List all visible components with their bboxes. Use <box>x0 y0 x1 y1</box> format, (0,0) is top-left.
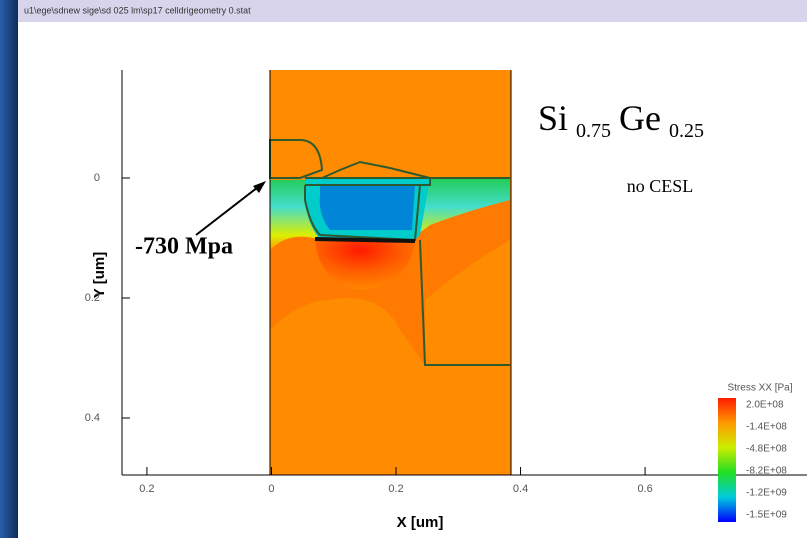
x-axis-label: X [um] <box>397 514 444 531</box>
arrowhead <box>253 181 266 193</box>
contour <box>315 240 415 290</box>
x-tick-label: 0.2 <box>139 483 154 495</box>
side-band <box>0 0 18 538</box>
y-axis-label: Y [um] <box>91 252 108 298</box>
interface <box>314 237 416 243</box>
x-tick-label: 0 <box>268 483 274 495</box>
material-title: Si 0.75 Ge 0.25 <box>538 98 704 141</box>
colorbar-label: -1.5E+09 <box>746 510 787 521</box>
title-part: 0.75 <box>576 120 611 142</box>
annotation: -730 Mpa <box>135 234 233 260</box>
colorbar-label: -1.4E+08 <box>746 422 787 433</box>
arrow <box>195 183 263 236</box>
y-tick-label: 0.2 <box>85 292 100 304</box>
y-tick-label: 0.4 <box>85 412 100 424</box>
title-part: Ge <box>619 98 661 138</box>
colorbar-label: -8.2E+08 <box>746 466 787 477</box>
window-title: u1\ege\sdnew sige\sd 025 lm\sp17 celldri… <box>24 5 251 15</box>
x-tick-label: 0.4 <box>513 483 528 495</box>
device-structure <box>269 70 511 475</box>
colorbar-label: -1.2E+09 <box>746 488 787 499</box>
title-part: Si <box>538 98 568 138</box>
colorbar <box>718 398 736 522</box>
colorbar-label: -4.8E+08 <box>746 444 787 455</box>
y-tick-label: 0 <box>94 172 100 184</box>
colorbar-label: 2.0E+08 <box>746 400 784 411</box>
contour <box>319 185 415 230</box>
colorbar-title: Stress XX [Pa] <box>727 383 792 394</box>
title-part: 0.25 <box>669 120 704 142</box>
subtitle: no CESL <box>627 176 694 196</box>
x-tick-label: 0.2 <box>388 483 403 495</box>
outline <box>269 139 510 366</box>
x-tick-label: 0.6 <box>637 483 652 495</box>
title-bar <box>18 0 807 22</box>
